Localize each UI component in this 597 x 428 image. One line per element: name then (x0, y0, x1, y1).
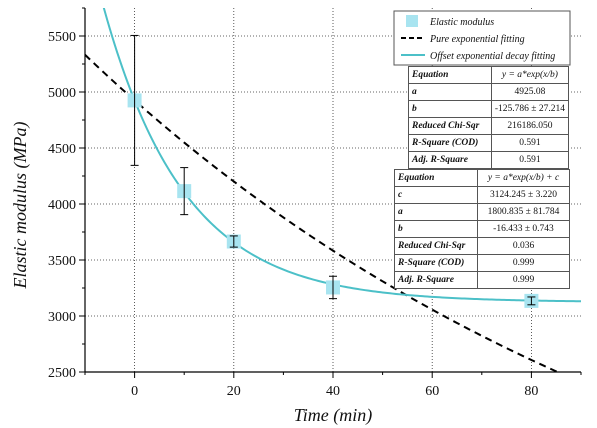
legend-label-offset-exponential: Offset exponential decay fitting (430, 51, 555, 62)
y-tick-label-2500: 2500 (48, 366, 76, 381)
fit2-key-equation: Equation (394, 169, 478, 187)
x-tick-label-0: 0 (131, 384, 138, 399)
fit2-value-b: -16.433 ± 0.743 (477, 220, 570, 238)
fit1-key-equation: Equation (408, 66, 492, 84)
fit2-key-a: a (394, 203, 478, 221)
fit2-key-chisqr: Reduced Chi-Sqr (394, 237, 478, 255)
fit1-value-b: -125.786 ± 27.214 (490, 100, 570, 118)
fit1-key-adj-rsquare: Adj. R-Square (408, 151, 492, 169)
fit2-value-a: 1800.835 ± 81.784 (477, 203, 570, 221)
fit2-key-b: b (394, 220, 478, 238)
fit1-value-a: 4925.08 (490, 83, 570, 101)
fit1-key-b: b (408, 100, 492, 118)
fit2-key-rsquare: R-Square (COD) (394, 254, 478, 272)
x-axis-title: Time (min) (294, 405, 373, 426)
y-tick-label-3500: 3500 (48, 254, 76, 269)
legend-label-pure-exponential: Pure exponential fitting (429, 34, 525, 45)
legend-label-elastic-modulus: Elastic modulus (429, 17, 494, 28)
y-tick-label-4500: 4500 (48, 142, 76, 157)
y-tick-label-5500: 5500 (48, 30, 76, 45)
fit1-value-chisqr: 216186.050 (490, 117, 570, 135)
fit2-key-adj-rsquare: Adj. R-Square (394, 271, 478, 289)
x-tick-label-60: 60 (425, 384, 439, 399)
x-tick-label-40: 40 (326, 384, 340, 399)
y-tick-label-4000: 4000 (48, 198, 76, 213)
legend: Elastic modulus Pure exponential fitting… (393, 10, 571, 66)
fit-table-offset-exponential: Equation y = a*exp(x/b) + c c 3124.245 ±… (394, 169, 570, 289)
fit2-value-adj-rsquare: 0.999 (477, 271, 570, 289)
y-tick-label-3000: 3000 (48, 310, 76, 325)
fit1-value-equation: y = a*exp(x/b) (490, 66, 570, 84)
y-tick-label-5000: 5000 (48, 86, 76, 101)
fit1-key-chisqr: Reduced Chi-Sqr (408, 117, 492, 135)
x-tick-label-80: 80 (524, 384, 538, 399)
fit2-value-rsquare: 0.999 (477, 254, 570, 272)
y-axis-title: Elastic modulus (MPa) (10, 122, 31, 290)
fit-table-pure-exponential: Equation y = a*exp(x/b) a 4925.08 b -125… (408, 66, 570, 169)
pure-exponential-fit-line (85, 54, 561, 372)
fit1-value-rsquare: 0.591 (490, 134, 570, 152)
fit1-key-rsquare: R-Square (COD) (408, 134, 492, 152)
fit2-value-chisqr: 0.036 (477, 237, 570, 255)
legend-marker-elastic-modulus (406, 15, 418, 27)
fit1-key-a: a (408, 83, 492, 101)
fit2-value-equation: y = a*exp(x/b) + c (477, 169, 570, 187)
x-tick-label-20: 20 (227, 384, 241, 399)
fit1-value-adj-rsquare: 0.591 (490, 151, 570, 169)
fit2-key-c: c (394, 186, 478, 204)
fit2-value-c: 3124.245 ± 3.220 (477, 186, 570, 204)
